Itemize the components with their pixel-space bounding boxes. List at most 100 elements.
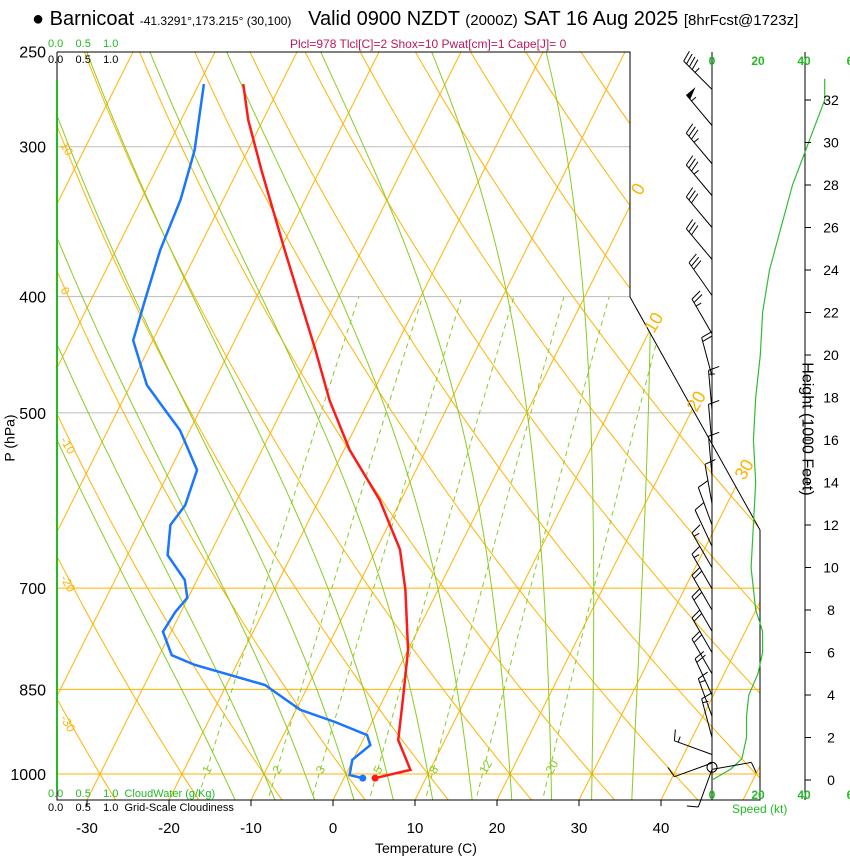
wind-barb [688, 262, 713, 296]
wind-barb-half-feather [693, 532, 700, 537]
wind-barb-feather [688, 222, 696, 233]
wind-barb [694, 658, 713, 696]
height-tick-label: 6 [827, 645, 835, 661]
temperature-tick-label: 40 [653, 820, 670, 837]
speed-tick-label-bottom: 40 [797, 788, 811, 802]
wind-barb-half-feather [699, 679, 706, 683]
wind-barb [697, 678, 713, 717]
wind-barb [685, 228, 713, 260]
mixing-ratio-line [367, 296, 515, 800]
moist-adiabat-line [140, 52, 434, 800]
valid-time: Valid 0900 NZDT [308, 8, 460, 30]
dry-adiabat-line [457, 52, 760, 800]
wind-barb-half-feather [694, 67, 700, 73]
scale-tick: 0.0 [48, 38, 64, 50]
mixing-ratio-label: 12 [476, 757, 495, 776]
height-tick-label: 30 [823, 135, 839, 151]
speed-tick-label-top: 20 [751, 54, 765, 68]
wind-barb-feather [688, 158, 696, 169]
wind-barb [704, 464, 713, 504]
wind-speed-line [711, 78, 826, 781]
wind-barb [685, 164, 713, 196]
wind-barb-feather [698, 480, 708, 488]
dry-adiabat-line [620, 52, 760, 800]
chart-title: ● Barnicoat -41.3291°,173.215° (30,100) … [32, 8, 798, 31]
cloudiness-label: Grid-Scale Cloudiness [124, 802, 234, 814]
wind-barb-feather [693, 634, 703, 643]
dry-adiabat-line [57, 52, 119, 800]
wind-barb-feather [701, 692, 712, 700]
temperature-tick-label: 10 [407, 820, 424, 837]
wind-barb-feather [667, 767, 675, 777]
height-tick-label: 18 [823, 390, 839, 406]
temperature-tick-label: 20 [489, 820, 506, 837]
wind-barb-feather [694, 502, 705, 511]
wind-barb-feather [708, 399, 720, 405]
isotherm-line [57, 52, 145, 800]
wind-barb [674, 762, 713, 778]
wind-barb [674, 740, 713, 755]
station-dot-icon: ● [32, 8, 45, 30]
scale-tick: 0.5 [75, 54, 91, 66]
wind-barb-feather [691, 161, 699, 172]
isotherm-label: 10 [640, 309, 667, 336]
wind-barb-feather [693, 260, 702, 270]
height-tick-label: 4 [827, 687, 835, 703]
pressure-tick-label: 300 [19, 140, 46, 157]
wind-barb [711, 761, 752, 770]
isotherm-label: 20 [683, 388, 710, 415]
isotherm-line [658, 52, 760, 800]
wind-barb-feather [688, 56, 696, 67]
wind-barb-feather [691, 566, 701, 576]
wind-barb-feather [704, 459, 716, 465]
pressure-tick-label: 400 [19, 290, 46, 307]
wind-barb-feather [673, 729, 676, 741]
isotherm-line [494, 52, 760, 800]
scale-tick: 1.0 [103, 788, 119, 800]
dry-adiabat-line [57, 52, 453, 800]
mixing-ratio-line [423, 296, 565, 800]
height-tick-label: 12 [823, 517, 839, 533]
speed-axis-label: Speed (kt) [732, 802, 788, 816]
height-tick-label: 24 [823, 262, 839, 278]
wind-barb-feather [693, 294, 703, 303]
wind-barb-half-feather [693, 138, 699, 143]
temperature-tick-label: 30 [571, 820, 588, 837]
wind-barb-feather [696, 654, 706, 663]
wind-barb [708, 404, 713, 445]
moist-adiabat-line [310, 52, 513, 800]
dry-adiabat-line [348, 52, 760, 800]
dry-adiabat-line [130, 52, 619, 800]
cloud-scale-top-black: 0.0 0.5 1.0 [48, 54, 118, 66]
speed-tick-label-bottom: 0 [709, 788, 716, 802]
wind-barb-feather [688, 126, 696, 137]
utc-time: (2000Z) [465, 12, 518, 29]
surface-temperature-dot [371, 774, 379, 782]
wind-barb-feather [685, 219, 694, 230]
temperature-tick-label: 0 [329, 820, 337, 837]
isotherm-line [248, 52, 637, 800]
dry-adiabat-line [239, 52, 760, 800]
surface-dewpoint-dot [359, 774, 367, 782]
wind-barb [708, 436, 713, 477]
isotherm-line [57, 52, 227, 800]
wind-barb-half-feather [693, 169, 699, 175]
temperature-line [242, 83, 413, 780]
moist-adiabat-line [216, 52, 474, 800]
speed-tick-label-bottom: 6 [847, 788, 850, 802]
wind-barb-half-feather [702, 700, 709, 704]
moist-adiabat-line [57, 52, 238, 800]
wind-barb-feather [691, 225, 699, 236]
height-tick-label: 14 [823, 475, 839, 491]
moist-adiabat-line [57, 52, 317, 800]
mixing-ratio-line [541, 296, 670, 800]
wind-barb-half-feather [691, 96, 697, 102]
wind-barb [685, 132, 713, 165]
height-tick-label: 2 [827, 730, 835, 746]
wind-barb [691, 638, 713, 675]
scale-tick: 0.5 [75, 38, 91, 50]
height-axis-label: Height (1000 Feet) [798, 362, 816, 496]
wind-barb-half-feather [708, 373, 715, 375]
height-tick-label: 32 [823, 92, 839, 108]
temperature-tick-label: -30 [76, 820, 98, 837]
